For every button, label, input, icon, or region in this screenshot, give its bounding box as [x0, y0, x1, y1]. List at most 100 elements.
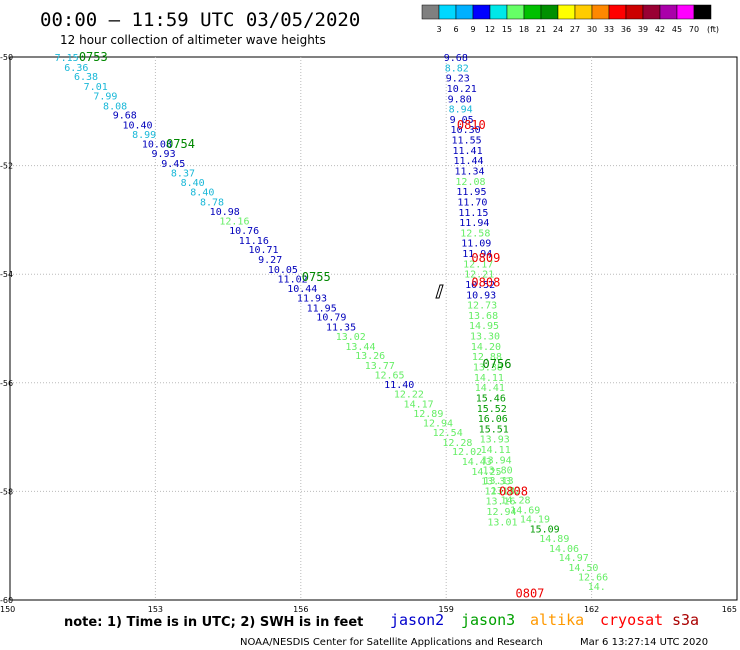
- swh-label: 12.16: [219, 216, 249, 227]
- time-label: 0756: [483, 357, 512, 371]
- swh-label: 12.22: [394, 390, 424, 401]
- colorbar-swatch: [540, 4, 559, 20]
- colorbar-swatch: [642, 4, 661, 20]
- colorbar-label: 21: [536, 25, 546, 34]
- swh-label: 13.77: [365, 361, 395, 372]
- colorbar-label: 18: [519, 25, 529, 34]
- plot-frame: [9, 56, 738, 601]
- colorbar-swatch: [574, 4, 593, 20]
- colorbar-swatch: [591, 4, 610, 20]
- colorbar-label: 15: [502, 25, 512, 34]
- swh-label: 13.82: [491, 486, 521, 497]
- swh-label: 8.94: [449, 105, 473, 116]
- swh-label: 12.13: [484, 486, 514, 497]
- time-label: 0808: [471, 275, 500, 289]
- swh-label: 14.43: [462, 457, 492, 468]
- swh-label: 9.80: [448, 94, 472, 105]
- swh-label: 14.50: [568, 563, 598, 574]
- legend-altika: altika: [530, 611, 584, 629]
- swh-label: 11.34: [454, 166, 484, 177]
- swh-label: 10.30: [451, 125, 481, 136]
- y-tick-label: -60: [0, 596, 13, 605]
- swh-label: 14.19: [520, 515, 550, 526]
- swh-label: 11.15: [458, 208, 488, 219]
- swh-label: 10.44: [287, 284, 317, 295]
- colorbar-swatch: [625, 4, 644, 20]
- time-label: 0753: [79, 50, 108, 64]
- colorbar-swatch: [523, 4, 542, 20]
- swh-label: 14.97: [559, 553, 589, 564]
- legend-s3a: s3a: [672, 611, 699, 629]
- y-tick-label: -58: [0, 487, 13, 496]
- colorbar-label: 27: [570, 25, 580, 34]
- swh-label: 8.99: [132, 130, 156, 141]
- swh-label: 10.76: [229, 226, 259, 237]
- colorbar-swatch: [676, 4, 695, 20]
- swh-label: 13.93: [480, 435, 510, 446]
- swh-label: 12.08: [455, 177, 485, 188]
- colorbar-swatch: [489, 4, 508, 20]
- swh-label: 12.54: [433, 428, 463, 439]
- swh-label: 11.95: [456, 187, 486, 198]
- swh-label: 15.51: [479, 424, 509, 435]
- swh-label: 8.78: [200, 197, 224, 208]
- axes: 150 153 156 159 162 165 -50 -52 -54 -56 -58 -60: [0, 53, 737, 614]
- colorbar-swatch: [421, 4, 440, 20]
- swh-label: 12.02: [452, 447, 482, 458]
- colorbar-label: 12: [485, 25, 495, 34]
- track-descending: 7.156.366.387.017.998.089.6810.408.9910.…: [55, 53, 609, 593]
- legend-cryosat: cryosat: [600, 611, 663, 629]
- y-tick-label: -54: [0, 270, 13, 279]
- colorbar-label: 24: [553, 25, 563, 34]
- legend-jason3: jason3: [461, 611, 515, 629]
- legend-jason2: jason2: [390, 611, 444, 629]
- swh-label: 13.30: [470, 332, 500, 343]
- swh-label: 13.13: [484, 476, 514, 487]
- swh-label: 12.88: [472, 352, 502, 363]
- x-tick-label: 159: [439, 605, 454, 614]
- time-label: 0754: [166, 137, 195, 151]
- colorbar-label: 70: [689, 25, 699, 34]
- swh-label: 9.27: [258, 255, 282, 266]
- swh-label: 11.95: [307, 303, 337, 314]
- swh-label: 13.38: [473, 363, 503, 374]
- swh-label: 12.94: [423, 418, 453, 429]
- satellite-legend: jason2 jason3 altika cryosat s3a: [390, 611, 699, 629]
- swh-label: 10.08: [142, 139, 172, 150]
- pen-marker: [435, 284, 444, 299]
- swh-label: 7.15: [55, 53, 79, 64]
- colorbar-label: 36: [621, 25, 631, 34]
- swh-label: 12.94: [486, 507, 516, 518]
- colorbar: 3 6 9 12 15 18 21 24 27 30 33 36 39 42 45 70 (ft): [421, 4, 719, 34]
- swh-label: 14.69: [510, 505, 540, 516]
- swh-label: 10.71: [248, 245, 278, 256]
- swh-label: 14.: [588, 582, 606, 593]
- chart-title: 00:00 – 11:59 UTC 03/05/2020: [40, 9, 360, 31]
- time-label: 0810: [457, 118, 486, 132]
- swh-label: 13.68: [468, 311, 498, 322]
- swh-label: 9.68: [444, 53, 468, 64]
- swh-label: 14.06: [549, 544, 579, 555]
- colorbar-swatch: [506, 4, 525, 20]
- swh-label: 15.52: [477, 404, 507, 415]
- swh-label: 8.08: [103, 101, 127, 112]
- colorbar-swatch: [472, 4, 491, 20]
- colorbar-swatch: [455, 4, 474, 20]
- swh-label: 12.66: [578, 573, 608, 584]
- swh-label: 8.37: [171, 169, 195, 180]
- colorbar-unit: (ft): [707, 25, 719, 34]
- swh-label: 12.65: [374, 371, 404, 382]
- swh-label: 13.44: [345, 342, 375, 353]
- swh-label: 13.94: [482, 455, 512, 466]
- colorbar-swatch: [557, 4, 576, 20]
- swh-label: 7.99: [93, 92, 117, 103]
- timestamp-text: Mar 6 13:27:14 UTC 2020: [580, 637, 708, 648]
- swh-label: 10.52: [465, 280, 495, 291]
- swh-label: 11.94: [462, 249, 492, 260]
- chart-subtitle: 12 hour collection of altimeter wave hei…: [60, 33, 326, 47]
- colorbar-label: 9: [470, 25, 475, 34]
- swh-label: 13.33: [481, 477, 511, 488]
- swh-label: 14.89: [539, 534, 569, 545]
- swh-label: 11.93: [297, 294, 327, 305]
